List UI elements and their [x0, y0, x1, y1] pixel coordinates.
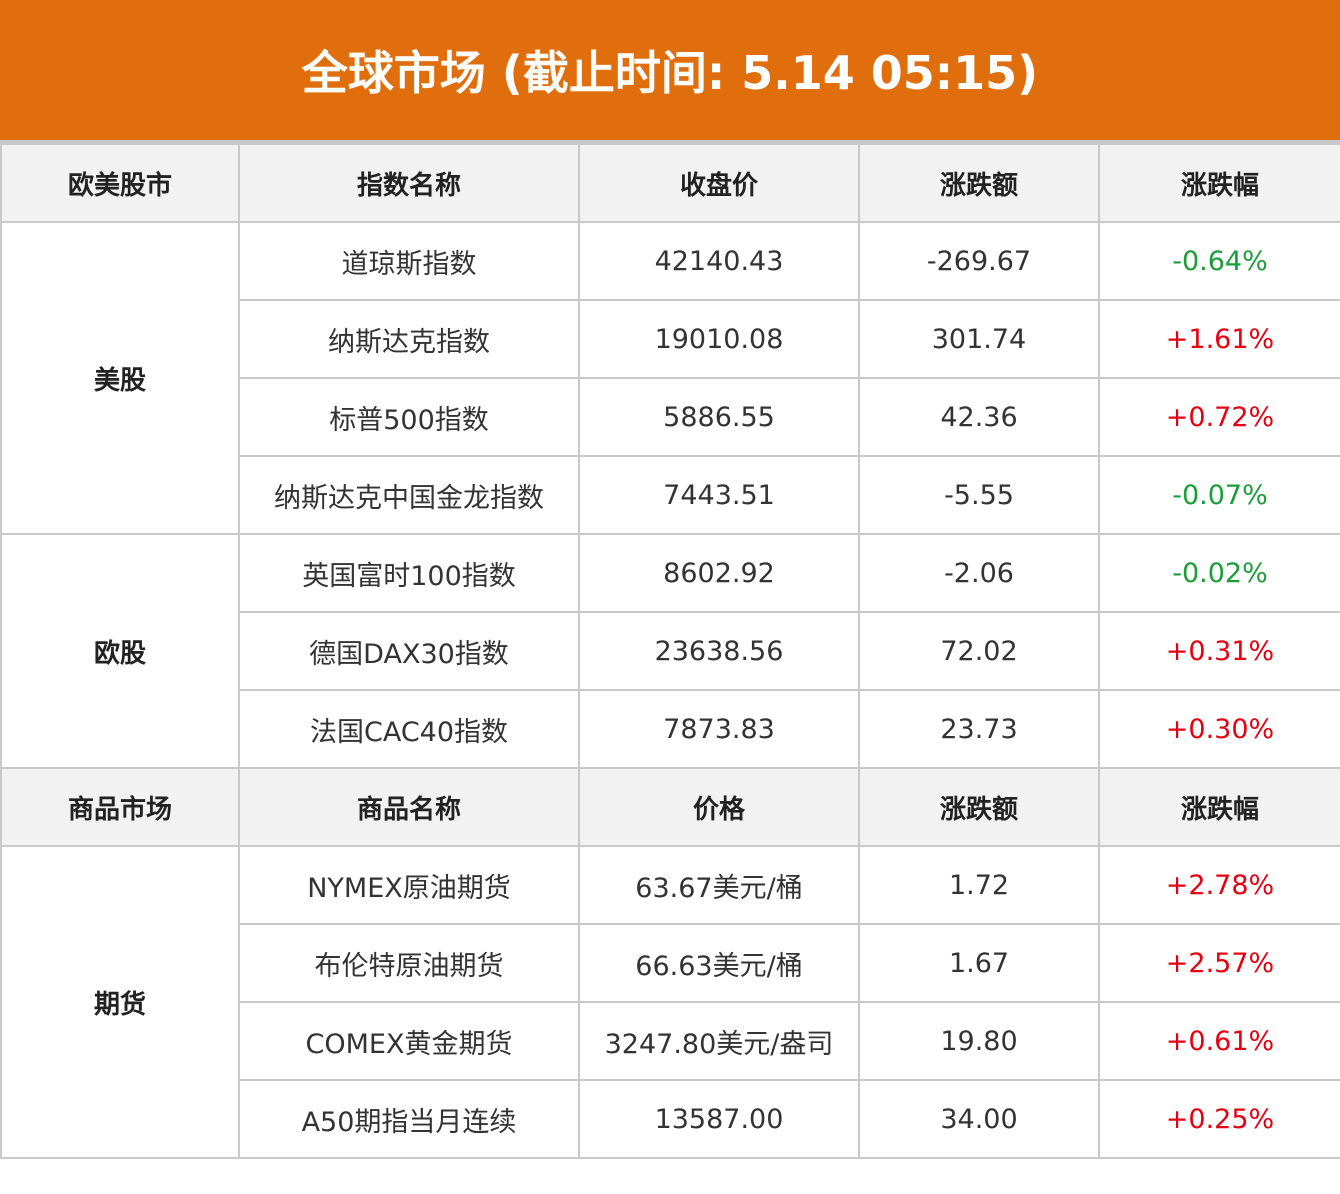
- price-cell: 42140.43: [578, 221, 860, 301]
- change-cell: 19.80: [858, 1001, 1100, 1081]
- pct-cell: +0.72%: [1098, 377, 1340, 457]
- pct-cell: +0.30%: [1098, 689, 1340, 769]
- table-row: 布伦特原油期货 66.63美元/桶 1.67 +2.57%: [1, 923, 1340, 1003]
- instrument-name: 法国CAC40指数: [238, 689, 580, 769]
- pct-cell: +2.78%: [1098, 845, 1340, 925]
- instrument-name: 纳斯达克指数: [238, 299, 580, 379]
- change-cell: 23.73: [858, 689, 1100, 769]
- change-cell: 1.72: [858, 845, 1100, 925]
- instrument-name: 标普500指数: [238, 377, 580, 457]
- table-row: 标普500指数 5886.55 42.36 +0.72%: [1, 377, 1340, 457]
- change-cell: -2.06: [858, 533, 1100, 613]
- header-cell: 涨跌额: [858, 767, 1100, 847]
- pct-cell: +0.31%: [1098, 611, 1340, 691]
- table-row: 德国DAX30指数 23638.56 72.02 +0.31%: [1, 611, 1340, 691]
- instrument-name: COMEX黄金期货: [238, 1001, 580, 1081]
- instrument-name: NYMEX原油期货: [238, 845, 580, 925]
- change-cell: -269.67: [858, 221, 1100, 301]
- stocks-header-row: 欧美股市 指数名称 收盘价 涨跌额 涨跌幅: [0, 143, 1340, 223]
- pct-cell: +2.57%: [1098, 923, 1340, 1003]
- change-cell: -5.55: [858, 455, 1100, 535]
- price-cell: 5886.55: [578, 377, 860, 457]
- header-cell: 收盘价: [578, 143, 860, 223]
- title-banner: 全球市场 (截止时间: 5.14 05:15): [0, 0, 1340, 143]
- header-cell: 商品市场: [0, 767, 240, 847]
- price-cell: 66.63美元/桶: [578, 923, 860, 1003]
- instrument-name: 纳斯达克中国金龙指数: [238, 455, 580, 535]
- pct-cell: +0.61%: [1098, 1001, 1340, 1081]
- change-cell: 301.74: [858, 299, 1100, 379]
- pct-cell: -0.02%: [1098, 533, 1340, 613]
- commodities-header-row: 商品市场 商品名称 价格 涨跌额 涨跌幅: [0, 767, 1340, 847]
- header-cell: 商品名称: [238, 767, 580, 847]
- group-label-futures: 期货: [0, 845, 240, 1159]
- price-cell: 8602.92: [578, 533, 860, 613]
- table-row: 期货 NYMEX原油期货 63.67美元/桶 1.72 +2.78%: [0, 845, 1340, 1159]
- price-cell: 13587.00: [578, 1079, 860, 1159]
- instrument-name: 德国DAX30指数: [238, 611, 580, 691]
- instrument-name: A50期指当月连续: [238, 1079, 580, 1159]
- price-cell: 23638.56: [578, 611, 860, 691]
- price-cell: 63.67美元/桶: [578, 845, 860, 925]
- table-row: 欧股 英国富时100指数 8602.92 -2.06 -0.02%: [0, 533, 1340, 769]
- header-cell: 价格: [578, 767, 860, 847]
- table-row: A50期指当月连续 13587.00 34.00 +0.25%: [1, 1079, 1340, 1159]
- pct-cell: +1.61%: [1098, 299, 1340, 379]
- price-cell: 7443.51: [578, 455, 860, 535]
- change-cell: 42.36: [858, 377, 1100, 457]
- header-cell: 欧美股市: [0, 143, 240, 223]
- change-cell: 1.67: [858, 923, 1100, 1003]
- table-row: 纳斯达克指数 19010.08 301.74 +1.61%: [1, 299, 1340, 379]
- market-table: 欧美股市 指数名称 收盘价 涨跌额 涨跌幅 美股 道琼斯指数 42140.43 …: [0, 143, 1340, 1159]
- table-row: 法国CAC40指数 7873.83 23.73 +0.30%: [1, 689, 1340, 769]
- change-cell: 72.02: [858, 611, 1100, 691]
- table-row: 纳斯达克中国金龙指数 7443.51 -5.55 -0.07%: [1, 455, 1340, 535]
- instrument-name: 布伦特原油期货: [238, 923, 580, 1003]
- header-cell: 涨跌额: [858, 143, 1100, 223]
- instrument-name: 英国富时100指数: [238, 533, 580, 613]
- page-title: 全球市场 (截止时间: 5.14 05:15): [301, 46, 1039, 100]
- table-row: 美股 道琼斯指数 42140.43 -269.67 -0.64%: [0, 221, 1340, 535]
- header-cell: 涨跌幅: [1098, 143, 1340, 223]
- pct-cell: -0.64%: [1098, 221, 1340, 301]
- pct-cell: +0.25%: [1098, 1079, 1340, 1159]
- instrument-name: 道琼斯指数: [238, 221, 580, 301]
- table-row: COMEX黄金期货 3247.80美元/盎司 19.80 +0.61%: [1, 1001, 1340, 1081]
- header-cell: 涨跌幅: [1098, 767, 1340, 847]
- pct-cell: -0.07%: [1098, 455, 1340, 535]
- price-cell: 19010.08: [578, 299, 860, 379]
- price-cell: 3247.80美元/盎司: [578, 1001, 860, 1081]
- change-cell: 34.00: [858, 1079, 1100, 1159]
- price-cell: 7873.83: [578, 689, 860, 769]
- group-label-us: 美股: [0, 221, 240, 535]
- header-cell: 指数名称: [238, 143, 580, 223]
- group-label-eu: 欧股: [0, 533, 240, 769]
